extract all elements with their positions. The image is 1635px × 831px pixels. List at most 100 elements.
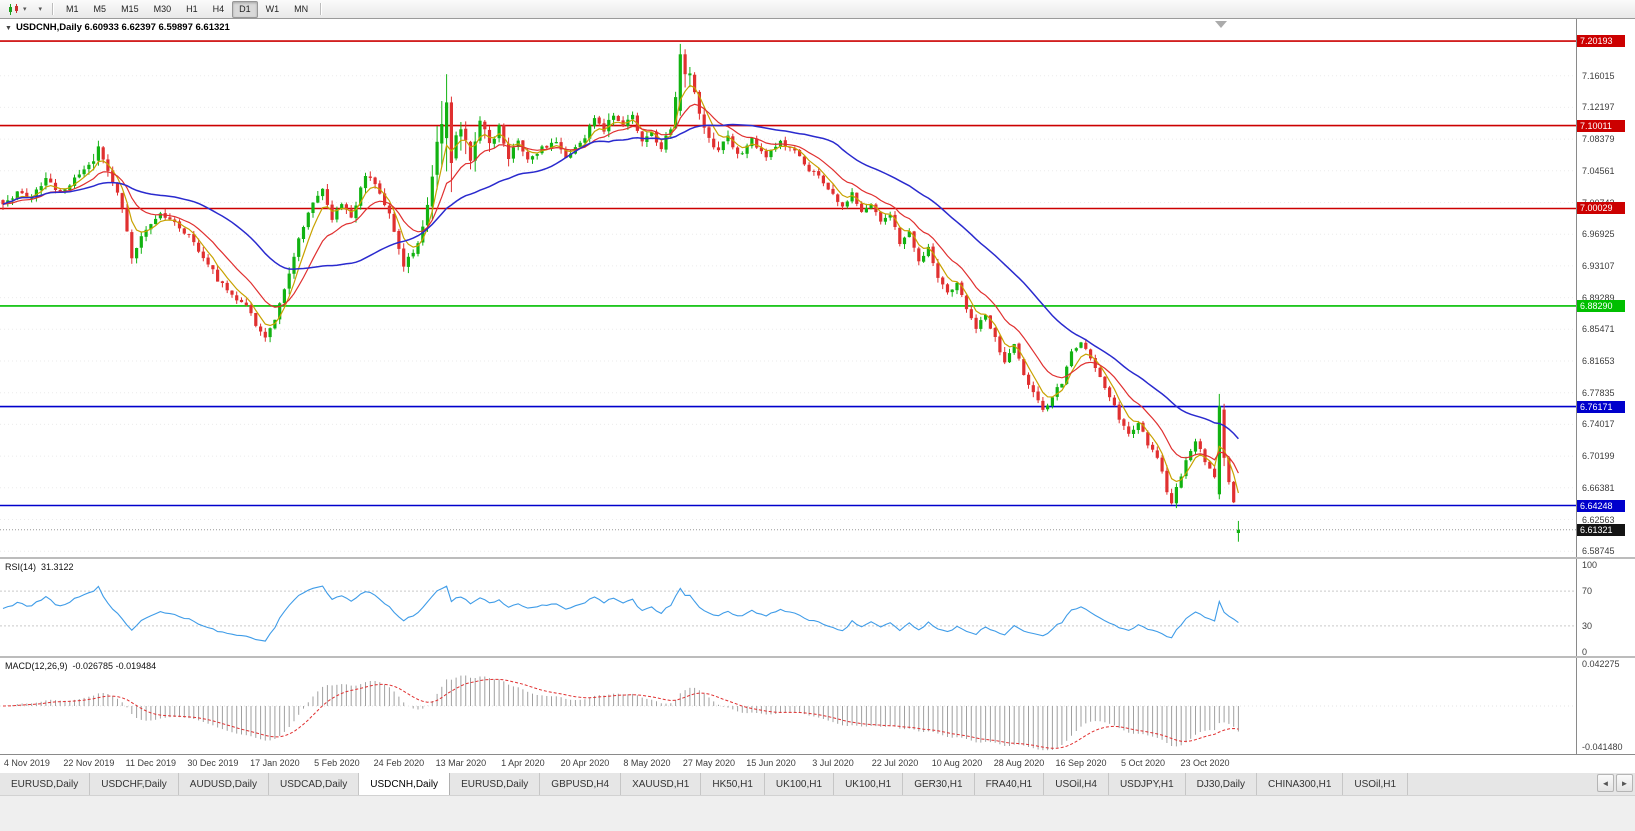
date-label: 4 Nov 2019 [3,758,50,768]
rsi-level-label: 0 [1582,647,1588,657]
date-label: 8 May 2020 [623,758,671,768]
chart-tab-uk100-h1[interactable]: UK100,H1 [834,772,904,796]
chart-tab-audusd-daily[interactable]: AUDUSD,Daily [178,772,270,796]
price-tick-label: 6.62563 [1582,514,1615,525]
chart-tab-usoil-h1[interactable]: USOil,H1 [1343,772,1409,796]
chevron-down-icon: ▾ [38,6,43,13]
chart-tab-bar: EURUSD,Daily USDCHF,Daily AUDUSD,Daily USDC… [0,771,1635,796]
date-label: 24 Feb 2020 [373,758,425,768]
main-price-chart-canvas[interactable] [0,19,1576,557]
rsi-level-label: 100 [1582,560,1598,570]
date-label: 27 May 2020 [682,758,735,768]
timeframe-button-m30[interactable]: M30 [153,4,172,14]
chart-options-button[interactable]: ▾ [32,1,48,18]
panel-splitter[interactable] [0,557,1635,559]
date-label: 20 Apr 2020 [560,758,610,768]
macd-indicator-canvas[interactable] [0,658,1576,754]
price-tick-label: 6.89289 [1582,292,1615,303]
hline-price-badge: 6.88290 [1577,299,1625,312]
date-label: 5 Oct 2020 [1121,758,1166,768]
chart-tab-usdjpy-h1[interactable]: USDJPY,H1 [1108,772,1186,796]
price-axis[interactable]: 7.160157.121977.083797.045617.007436.969… [1576,19,1635,754]
chart-tab-xauusd-h1[interactable]: XAUUSD,H1 [621,772,702,796]
hline-price-badge: 7.20193 [1577,35,1625,48]
date-label: 15 Jun 2020 [746,758,796,768]
chart-tab-usdcad-daily[interactable]: USDCAD,Daily [269,772,360,796]
date-label: 13 Mar 2020 [435,758,487,768]
price-tick-label: 6.74017 [1582,419,1615,430]
date-label: 22 Jul 2020 [871,758,919,768]
rsi-level-label: 70 [1582,586,1593,597]
price-tick-label: 6.96925 [1582,229,1615,240]
macd-panel-header: MACD(12,26,9) -0.026785 -0.019484 [5,661,156,671]
panel-splitter[interactable] [0,656,1635,658]
chart-symbol-ohlc-info: ▼ USDCNH,Daily 6.60933 6.62397 6.59897 6.… [5,22,230,33]
price-tick-label: 7.16015 [1582,70,1615,81]
chart-tab-eurusd-daily[interactable]: EURUSD,Daily [0,772,91,796]
moving-average-line [2,103,1239,474]
time-axis[interactable]: 4 Nov 2019 22 Nov 2019 11 Dec 2019 30 Dec 2… [0,754,1635,773]
date-label: 23 Oct 2020 [1180,758,1230,768]
timeframe-button-d1[interactable]: D1 [232,0,258,18]
tab-scroll-right-button[interactable]: ► [1616,774,1633,792]
timeframe-button-m15[interactable]: M15 [121,4,139,14]
chart-tab-usdcnh-daily[interactable]: USDCNH,Daily [359,772,451,796]
price-tick-label: 6.70199 [1582,451,1615,462]
moving-average-line [2,123,1239,440]
tab-scroll-left-button[interactable]: ◄ [1597,774,1614,792]
toolbar: ▾ ▾ M1 M5 M15 M30 H1 H4 D1 W1 MN [0,0,1635,19]
price-tick-label: 6.58745 [1582,546,1615,557]
price-tick-label: 6.77835 [1582,387,1615,398]
date-label: 30 Dec 2019 [187,758,239,768]
chart-tab-usoil-h4[interactable]: USOil,H4 [1044,772,1109,796]
tab-scroll-buttons: ◄ ► [1597,771,1633,795]
macd-histogram [7,675,1239,751]
price-tick-label: 7.12197 [1582,102,1615,113]
timeframe-button-w1[interactable]: W1 [265,4,280,14]
chart-tab-eurusd-daily[interactable]: EURUSD,Daily [450,772,541,796]
timeframe-button-h1[interactable]: H1 [186,4,198,14]
price-tick-label: 7.04561 [1582,165,1615,176]
hline-price-badge: 7.00029 [1577,202,1625,215]
rsi-line [2,585,1239,642]
date-label: 16 Sep 2020 [1055,758,1107,768]
price-tick-label: 6.85471 [1582,324,1615,335]
chart-tab-uk100-h1[interactable]: UK100,H1 [764,772,835,796]
chart-tab-gbpusd-h4[interactable]: GBPUSD,H4 [540,772,622,796]
toolbar-separator [52,3,55,15]
timeframe-button-mn[interactable]: MN [294,4,309,14]
macd-signal-line [2,678,1239,749]
rsi-level-label: 30 [1582,620,1593,631]
hline-price-badge: 6.76171 [1577,400,1625,413]
date-label: 17 Jan 2020 [250,758,300,768]
collapse-arrow-icon[interactable]: ▼ [5,25,12,32]
chart-window: ▼ USDCNH,Daily 6.60933 6.62397 6.59897 6.… [0,18,1635,773]
chart-shift-marker [1215,21,1227,28]
candlestick-chart-icon [9,3,18,15]
timeframe-button-m5[interactable]: M5 [93,4,107,14]
macd-level-label: -0.041480 [1582,742,1623,753]
moving-average-line [2,84,1239,494]
chart-tab-usdchf-daily[interactable]: USDCHF,Daily [90,772,179,796]
macd-indicator-name: MACD(12,26,9) [5,661,68,671]
timeframe-button-h4[interactable]: H4 [212,4,225,14]
date-label: 10 Aug 2020 [931,758,983,768]
timeframe-button-m1[interactable]: M1 [66,4,79,14]
chart-tab-china300-h1[interactable]: CHINA300,H1 [1257,772,1344,796]
candles-layer [1,43,1240,542]
chart-tab-ger30-h1[interactable]: GER30,H1 [903,772,975,796]
rsi-indicator-canvas[interactable] [0,559,1576,656]
date-label: 11 Dec 2019 [125,758,177,768]
price-tick-label: 6.81653 [1582,356,1615,367]
chart-type-button[interactable]: ▾ [3,1,32,18]
chart-tab-hk50-h1[interactable]: HK50,H1 [701,772,765,796]
hline-price-badge: 6.64248 [1577,499,1625,512]
date-label: 5 Feb 2020 [314,758,360,768]
timeframe-button-group: M1 M5 M15 M30 H1 H4 D1 W1 MN [59,0,315,18]
rsi-indicator-name: RSI(14) [5,562,37,572]
status-bar [0,795,1635,831]
current-price-badge: 6.61321 [1577,523,1625,536]
chart-tab-fra40-h1[interactable]: FRA40,H1 [974,772,1045,796]
chart-tab-dj30-daily[interactable]: DJ30,Daily [1185,772,1258,796]
